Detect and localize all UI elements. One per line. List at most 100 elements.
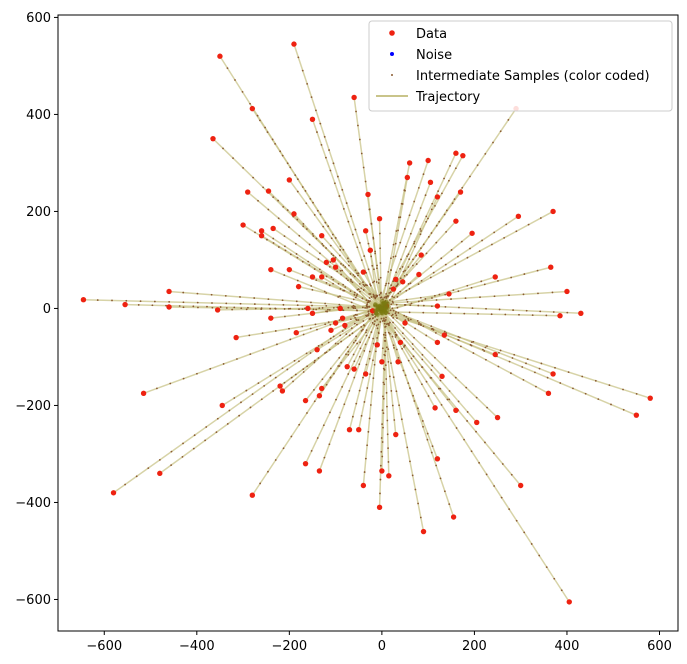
intermediate-sample [458,306,460,309]
intermediate-sample [367,242,370,245]
intermediate-sample [408,214,411,217]
intermediate-sample [389,291,392,294]
intermediate-sample [124,483,127,486]
intermediate-sample [215,431,218,434]
intermediate-sample [421,420,424,422]
data-point [233,334,239,341]
intermediate-sample [523,273,526,275]
intermediate-sample [209,367,212,370]
intermediate-sample [361,328,364,331]
legend-marker-noise [390,52,394,56]
intermediate-sample [272,390,275,392]
intermediate-sample [307,260,310,263]
intermediate-sample [554,366,556,369]
intermediate-sample [260,398,263,401]
intermediate-sample [365,363,368,366]
data-point [393,431,399,438]
intermediate-sample [466,284,469,287]
intermediate-sample [332,162,335,165]
intermediate-sample [401,203,404,205]
intermediate-sample [277,217,280,220]
intermediate-sample [354,296,357,299]
intermediate-sample [379,321,382,323]
intermediate-sample [421,300,423,302]
intermediate-sample [387,294,389,297]
data-point [453,218,459,224]
intermediate-sample [262,186,265,189]
intermediate-sample [572,387,574,390]
intermediate-sample [501,463,504,465]
intermediate-sample [266,131,269,134]
intermediate-sample [405,245,407,248]
intermediate-sample [329,376,332,379]
intermediate-sample [286,209,289,211]
intermediate-sample [325,310,327,313]
intermediate-sample [388,324,390,327]
intermediate-sample [553,577,556,580]
x-axis-ticks: −600 −400 −200 0 200 400 600 [86,631,672,654]
intermediate-sample [241,90,244,93]
intermediate-sample [365,304,368,307]
data-point [376,216,383,222]
intermediate-sample [383,322,386,325]
intermediate-sample [503,236,506,239]
intermediate-sample [608,384,611,387]
intermediate-sample [325,305,328,307]
intermediate-sample [444,263,447,266]
intermediate-sample [405,315,408,318]
data-point [319,385,325,392]
intermediate-sample [385,323,388,326]
intermediate-sample [421,358,424,361]
noise-sample [386,304,391,309]
intermediate-sample [417,283,420,286]
data-points [80,41,653,605]
intermediate-sample [315,237,318,240]
intermediate-sample [387,270,390,273]
legend-label-data: Data [416,27,447,42]
intermediate-sample [391,404,394,407]
intermediate-sample [222,147,224,150]
intermediate-sample [137,304,140,306]
intermediate-sample [485,358,487,361]
intermediate-sample [355,335,358,338]
intermediate-sample [296,218,299,221]
data-point [425,157,431,164]
intermediate-sample [349,318,352,321]
intermediate-sample [364,284,367,286]
intermediate-sample [226,67,229,70]
intermediate-sample [457,335,460,338]
intermediate-sample [373,268,375,271]
intermediate-sample [328,348,331,351]
intermediate-sample [322,244,325,247]
intermediate-sample [417,304,420,307]
intermediate-sample [419,207,422,209]
intermediate-sample [219,306,222,308]
intermediate-sample [324,323,327,326]
intermediate-sample [356,342,359,345]
intermediate-sample [363,285,366,287]
intermediate-sample [337,342,339,345]
intermediate-sample [334,237,337,239]
intermediate-sample [322,225,325,228]
intermediate-sample [493,295,496,298]
data-point [249,492,256,498]
intermediate-sample [504,313,507,316]
intermediate-sample [373,363,376,366]
data-point [323,259,330,266]
intermediate-sample [471,307,474,310]
trajectory-line [378,290,568,305]
intermediate-sample [407,283,410,285]
intermediate-sample [498,308,501,311]
intermediate-sample [493,231,496,234]
intermediate-sample [319,122,322,125]
intermediate-sample [340,361,343,364]
trajectory-line [293,213,380,305]
intermediate-sample [389,287,391,290]
intermediate-sample [425,220,428,223]
intermediate-sample [288,226,290,228]
intermediate-sample [380,437,383,439]
intermediate-sample [389,332,391,335]
intermediate-sample [329,169,332,172]
intermediate-sample [205,426,208,428]
intermediate-sample [274,459,277,461]
